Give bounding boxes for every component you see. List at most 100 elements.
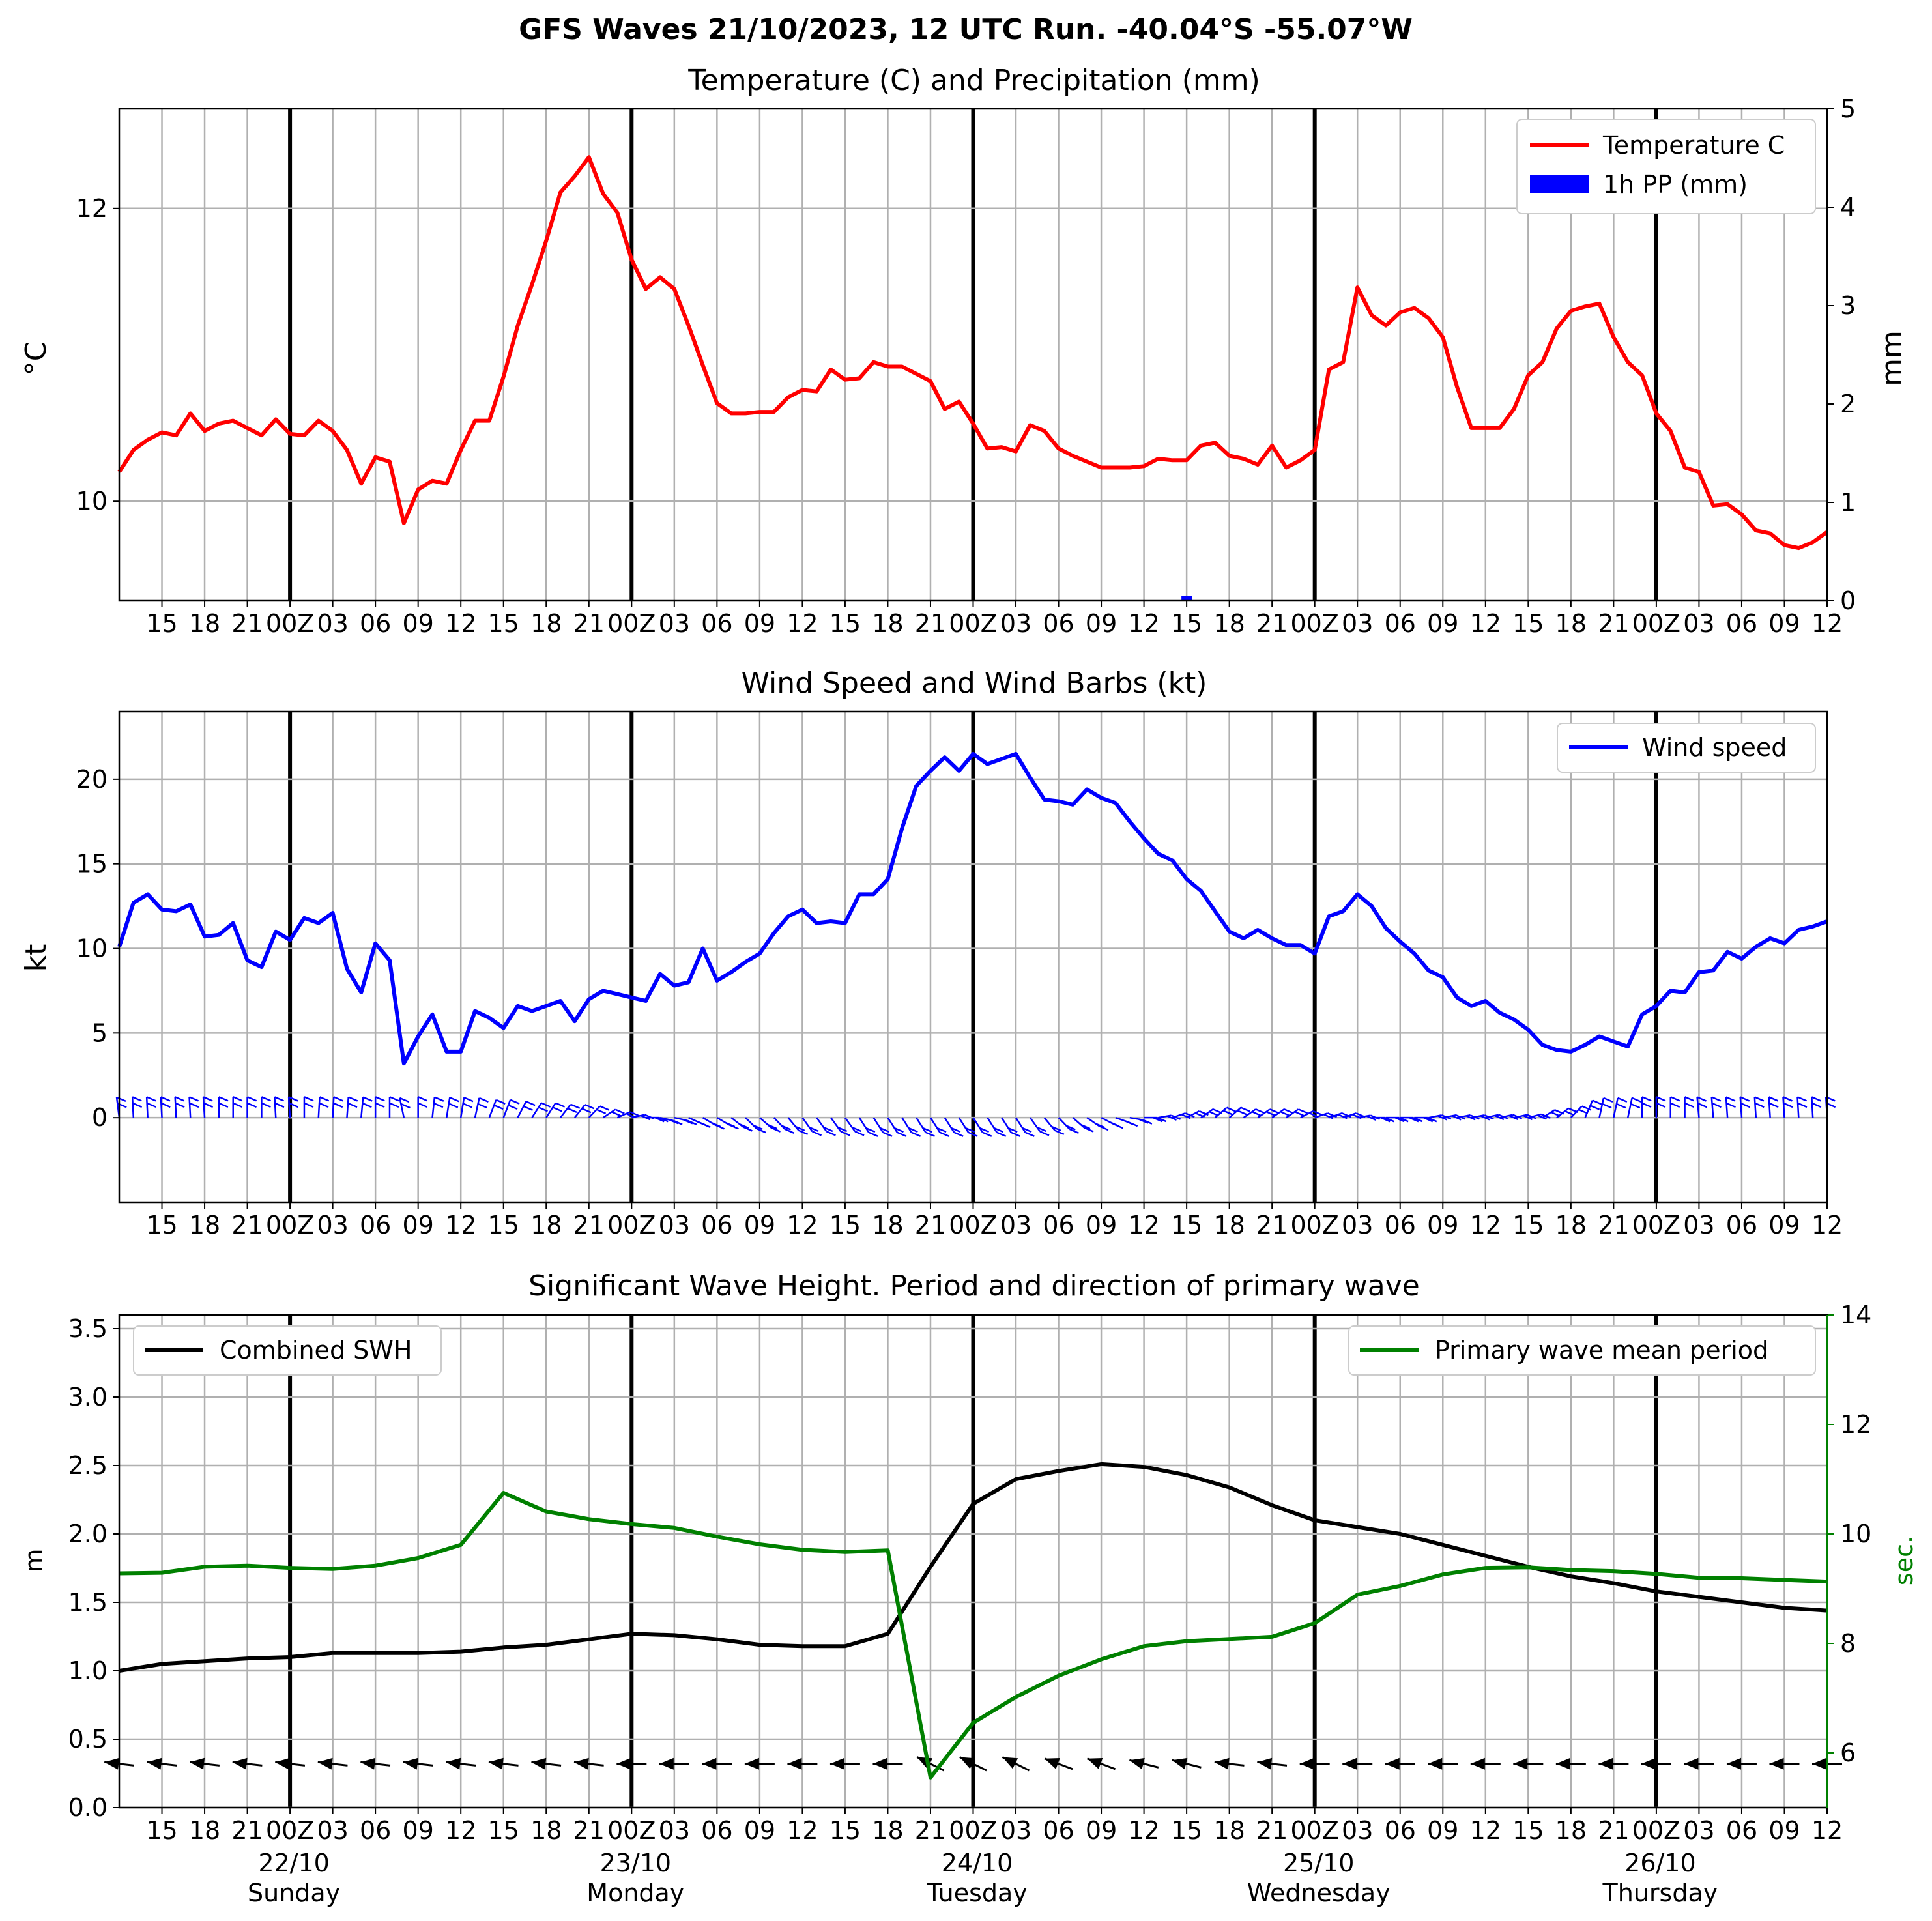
wind-barb-flag [1069, 1128, 1079, 1134]
wind-barb-flag [1697, 1096, 1707, 1102]
x-tick-label: 06 [1043, 609, 1074, 638]
wave-arrow-head [1513, 1757, 1528, 1770]
x-tick-label: 06 [1385, 1816, 1416, 1845]
wind-barb-flag [495, 1099, 506, 1105]
wind-barb-flag [1298, 1108, 1308, 1114]
wind-barb-flag [1523, 1114, 1533, 1121]
wind-barb-flag [389, 1096, 399, 1102]
wind-barb-flag [979, 1127, 990, 1133]
wind-barb-staff [1782, 1097, 1785, 1118]
wind-barb-staff [145, 1097, 149, 1118]
wind-barb-staff [1485, 1114, 1499, 1119]
wind-barb-flag [1437, 1115, 1448, 1121]
x-tick-label: 00Z [1291, 1816, 1339, 1845]
x-tick-label: 00Z [949, 1211, 997, 1239]
wind-barb-flag [319, 1096, 330, 1102]
wind-barb-flag [362, 1096, 373, 1102]
temperature-legend: Temperature C 1h PP (mm) [1516, 119, 1816, 214]
wind-barb-flag [939, 1131, 949, 1137]
x-tick-label: 09 [744, 1211, 775, 1239]
wind-barb-staff [1542, 1109, 1555, 1119]
wind-barb-staff [1029, 1117, 1041, 1133]
wind-barb-flag [854, 1131, 865, 1136]
wind-barb-flag [1366, 1115, 1376, 1121]
wind-barb-staff [274, 1097, 277, 1118]
wind-barb-staff [872, 1117, 884, 1133]
x-tick-label: 00Z [949, 609, 997, 638]
wind-barb-flag [1726, 1102, 1737, 1108]
wind-barb-flag [1797, 1102, 1808, 1108]
wind-barb-flag [146, 1096, 156, 1102]
wind-barb-staff [787, 1117, 800, 1131]
x-tick-label: 12 [1811, 1211, 1843, 1239]
x-tick-label: 12 [1470, 1816, 1501, 1845]
wind-barb-flag [669, 1119, 679, 1125]
wind-barb-flag [1711, 1096, 1722, 1102]
wave-arrow-head [573, 1757, 589, 1770]
wind-barb-flag [823, 1126, 833, 1133]
wind-barb-flag [1022, 1127, 1032, 1133]
wind-barb-staff [1286, 1108, 1299, 1119]
wind-barb-staff [188, 1097, 192, 1118]
wind-barb-staff [1329, 1112, 1342, 1119]
wind-barb-staff [1186, 1110, 1200, 1119]
wind-barb-flag [897, 1131, 907, 1137]
wave-axes: 15 18 21 00Z 03 06 09 12 15 18 21 00Z 03 06 09 12 15 18 21… [68, 1301, 1872, 1845]
wind-barb-staff [545, 1102, 556, 1118]
wind-barb-flag [1099, 1125, 1109, 1131]
y2-tick-label: 6 [1840, 1739, 1856, 1767]
wind-barb-flag [1684, 1102, 1695, 1108]
x-tick-label: 09 [1768, 1816, 1800, 1845]
wind-barb-flag [510, 1099, 520, 1105]
wind-barb-flag [1578, 1108, 1589, 1114]
wind-barb-flag [1036, 1126, 1046, 1133]
x-tick-label: 18 [1213, 609, 1245, 638]
swh-legend: Combined SWH [133, 1325, 442, 1376]
temperature-grid [119, 109, 1828, 601]
x-tick-label: 15 [1512, 1211, 1544, 1239]
x-tick-label: 00Z [1291, 609, 1339, 638]
wind-barb-staff [517, 1101, 527, 1118]
wave-arrow-head [1087, 1758, 1103, 1769]
wind-barb-flag [1564, 1110, 1575, 1116]
x-tick-label: 12 [786, 609, 818, 638]
wind-grid [119, 712, 1828, 1202]
wind-barb-staff [1214, 1106, 1228, 1119]
x-tick-label: 15 [829, 1816, 861, 1845]
wind-barb-flag [478, 1097, 489, 1103]
wind-barb-staff [1243, 1108, 1256, 1119]
period-line [119, 1491, 1828, 1780]
wind-barb-flag [1796, 1096, 1807, 1102]
wind-barb-staff [816, 1117, 828, 1133]
day-label-date: 23/10 [600, 1849, 672, 1877]
wind-barb-staff [1228, 1106, 1242, 1119]
x-tick-label: 18 [872, 609, 903, 638]
wind-barb-flag [1269, 1108, 1280, 1114]
x-tick-label: 00Z [607, 609, 656, 638]
wind-barb-flag [1768, 1096, 1779, 1102]
wind-barb-flag [1602, 1103, 1612, 1109]
wind-barb-flag [541, 1102, 551, 1108]
wind-barb-flag [1153, 1117, 1163, 1123]
wind-barb-flag [868, 1131, 878, 1137]
wind-legend: Wind speed [1557, 723, 1816, 773]
wind-barb-staff [1753, 1097, 1757, 1118]
temperature-axes: 15 18 21 00Z 03 06 09 12 15 18 21 00Z 03 06 09 12 15 18 21… [76, 94, 1856, 638]
x-tick-label: 09 [1086, 1211, 1117, 1239]
y2-tick-label: 1 [1840, 488, 1856, 517]
temperature-series [117, 155, 1828, 551]
wind-barb-staff [446, 1097, 451, 1118]
x-tick-label: 06 [360, 1816, 391, 1845]
wind-barb-staff [346, 1097, 349, 1118]
x-tick-label: 12 [1811, 609, 1843, 638]
wind-barb-staff [202, 1097, 206, 1118]
wind-barb-flag [1095, 1123, 1105, 1129]
wind-barb-staff [573, 1104, 586, 1118]
wind-barb-flag [1337, 1114, 1348, 1119]
wind-barb-flag [1590, 1105, 1600, 1110]
wave-arrow-head [104, 1757, 119, 1770]
wind-barb-flag [739, 1123, 749, 1129]
wind-barb-flag [1641, 1102, 1652, 1108]
wind-barb-flag [449, 1097, 459, 1103]
wind-barb-flag [304, 1096, 314, 1102]
